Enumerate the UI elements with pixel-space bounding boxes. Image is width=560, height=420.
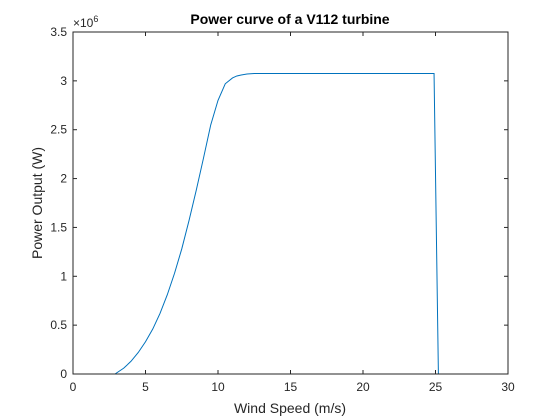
x-tick-label: 30 xyxy=(501,380,515,394)
y-tick-label: 3 xyxy=(60,74,67,88)
y-tick-label: 0 xyxy=(60,367,67,381)
axis-ticks: 0 5 10 15 20 25 30 0 0.5 1 1.5 2 2.5 3 3.5 xyxy=(50,25,515,394)
y-tick-label: 0.5 xyxy=(50,318,67,332)
y-tick-label: 1 xyxy=(60,269,67,283)
x-tick-label: 25 xyxy=(429,380,443,394)
x-tick-label: 0 xyxy=(70,380,77,394)
y-axis-label: Power Output (W) xyxy=(29,147,45,259)
y-exponent-label: ×106 xyxy=(73,14,98,30)
plot-area xyxy=(73,32,508,374)
y-tick-label: 2 xyxy=(60,172,67,186)
plot-box xyxy=(72,31,509,375)
x-tick-label: 5 xyxy=(142,380,149,394)
series-line xyxy=(73,73,508,375)
x-tick-label: 10 xyxy=(211,380,225,394)
x-tick-label: 20 xyxy=(356,380,370,394)
y-exponent-power: 6 xyxy=(93,14,98,24)
y-exponent-base: ×10 xyxy=(73,16,94,30)
series-layer xyxy=(73,73,508,375)
y-tick-label: 2.5 xyxy=(50,123,67,137)
chart-title: Power curve of a V112 turbine xyxy=(190,11,389,27)
x-axis-label: Wind Speed (m/s) xyxy=(234,400,346,416)
y-tick-label: 3.5 xyxy=(50,25,67,39)
x-tick-label: 15 xyxy=(284,380,298,394)
y-tick-label: 1.5 xyxy=(50,220,67,234)
